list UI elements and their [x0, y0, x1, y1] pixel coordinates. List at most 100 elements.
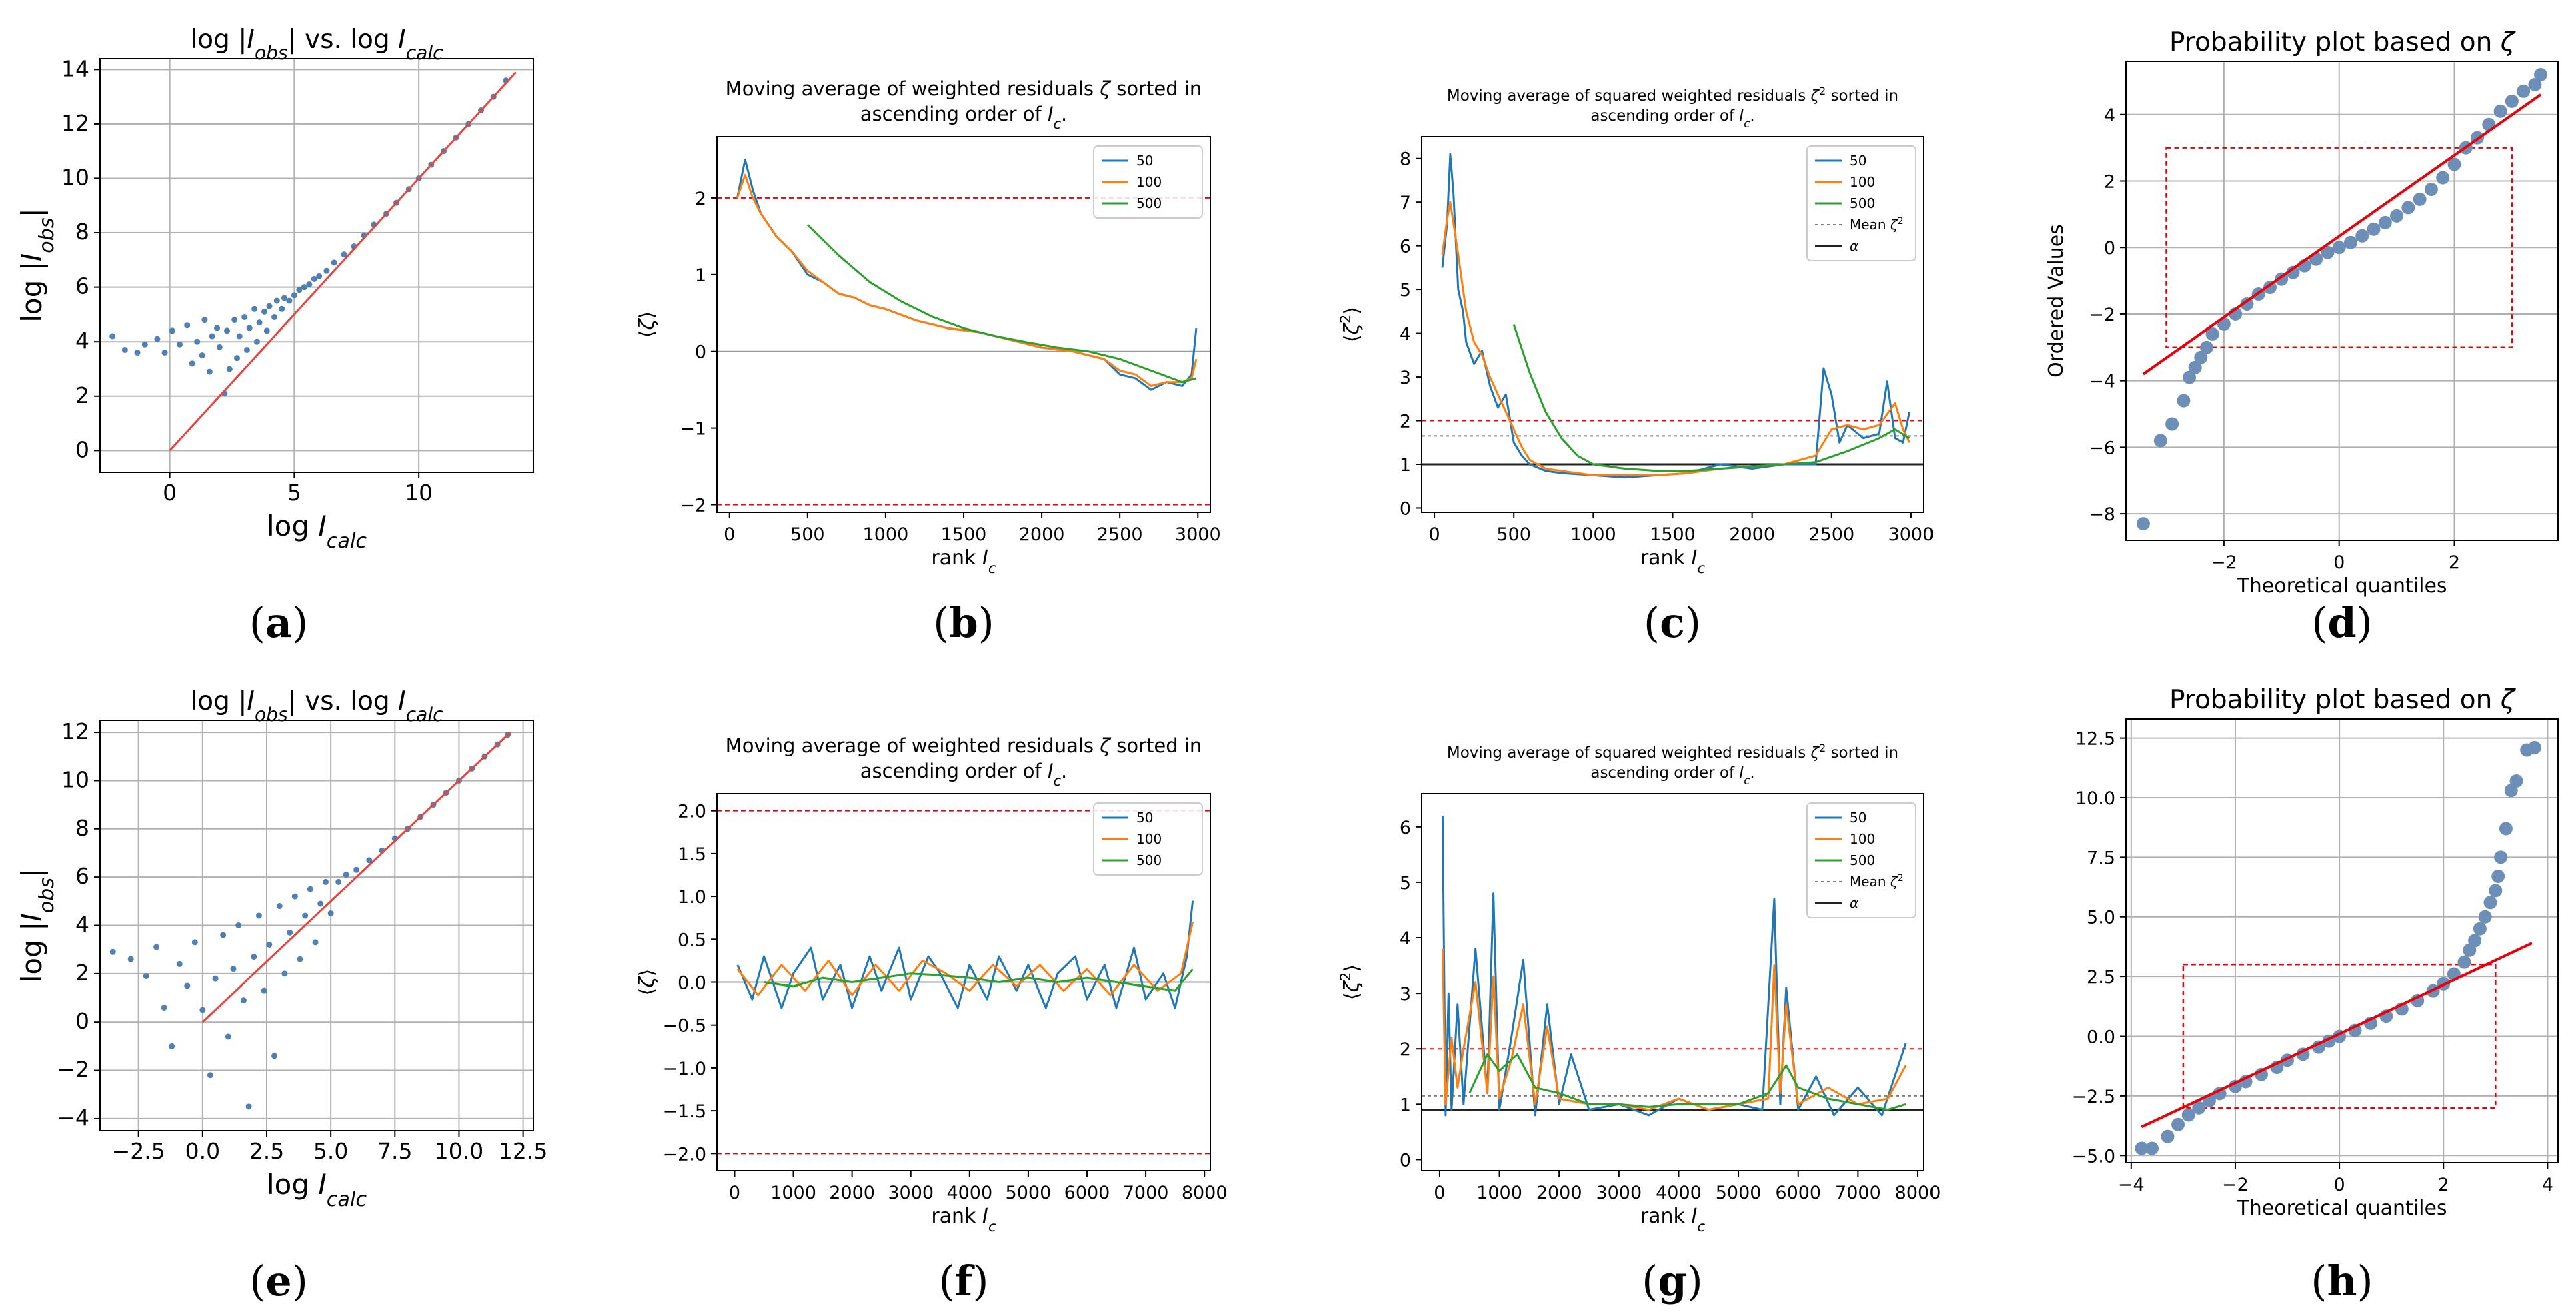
x-tick-label: 4000 [946, 1183, 992, 1203]
axes-frame [99, 58, 534, 473]
y-tick-label: 5 [1400, 873, 1411, 894]
data-point [216, 344, 223, 350]
fit-line [2141, 942, 2533, 1129]
data-point [256, 319, 263, 326]
chart-title-line: ascending order of Ic. [1590, 107, 1754, 130]
data-point [235, 922, 242, 928]
x-tick-label: −4 [2118, 1175, 2145, 1195]
y-tick-label: 3 [1400, 368, 1411, 388]
y-axis-label: Ordered Values [2045, 224, 2068, 378]
x-tick-label: 500 [790, 524, 825, 545]
x-tick-label: 7.5 [377, 1138, 412, 1164]
legend: 50 100 500 Mean ζ2 α [1806, 802, 1916, 918]
data-point [127, 956, 134, 962]
y-tick-label: 6 [1400, 818, 1411, 838]
x-tick-label: 3000 [1888, 524, 1935, 545]
y-tick-label: −1.5 [662, 1101, 706, 1122]
y-axis-label: ⟨ζ⟩ [635, 969, 659, 996]
x-tick-label: 4000 [1656, 1183, 1702, 1203]
data-point [307, 886, 313, 892]
data-point [273, 297, 280, 304]
x-axis-label: log Icalc [267, 510, 367, 553]
quantile-point [2493, 104, 2507, 118]
legend-label: 50 [1850, 810, 1866, 826]
x-tick-label: 3000 [888, 1183, 934, 1203]
data-point [121, 346, 128, 353]
data-point [161, 1005, 167, 1011]
quantile-point [2343, 235, 2357, 249]
panel-e: −2.5 0.0 2.5 5.0 7.5 10.0 12.5 −4 −2 0 2 4 6 8 10 12 log… [15, 686, 547, 1305]
data-point [194, 338, 201, 345]
x-tick-label: 5 [287, 480, 301, 506]
axes-frame [2125, 61, 2559, 541]
data-point [271, 1053, 278, 1059]
data-point [306, 281, 313, 288]
y-tick-label: 12 [61, 110, 89, 136]
panel-c: 0 500 1000 1500 2000 2500 3000 0 1 2 3 4 5 6 7 8 Moving … [1338, 85, 1934, 648]
y-tick-label: 0 [2104, 238, 2115, 259]
quantile-point [2194, 350, 2208, 364]
legend-label: Mean ζ2 [1850, 873, 1904, 890]
quantile-point [2321, 245, 2335, 259]
x-tick-label: 5000 [1006, 1183, 1052, 1203]
x-tick-label: 7000 [1123, 1183, 1169, 1203]
y-axis-label: log |Iobs| [15, 208, 59, 323]
identity-line [201, 731, 511, 1023]
quantile-point [2468, 934, 2482, 948]
series-line-500 [806, 224, 1197, 384]
y-tick-label: −1.0 [662, 1059, 706, 1079]
panel-h: −4 −2 0 2 4 −5.0 −2.5 0.0 2.5 5.0 7.5 10.0 12.5 Proba… [2071, 685, 2559, 1305]
y-tick-label: −8 [2089, 504, 2115, 525]
data-point [327, 910, 334, 916]
x-tick-label: 1000 [1570, 524, 1616, 545]
x-tick-label: 10 [405, 480, 433, 506]
data-point [176, 960, 183, 967]
x-tick-label: 6000 [1775, 1183, 1821, 1203]
quantile-point [2145, 1141, 2159, 1155]
data-point [323, 267, 330, 274]
x-tick-label: 4 [2542, 1175, 2553, 1195]
data-point [236, 333, 243, 340]
quantile-point [2153, 434, 2167, 448]
y-tick-label: 2.0 [678, 802, 706, 822]
threshold-box [2182, 964, 2497, 1109]
y-tick-label: 4 [1400, 928, 1411, 949]
y-tick-label: 1 [1400, 1095, 1411, 1115]
x-tick-label: 0 [729, 1183, 740, 1203]
plot-area-h [2135, 740, 2541, 1155]
data-point [261, 987, 267, 994]
y-tick-label: 8 [1400, 149, 1411, 170]
x-tick-label: 2000 [1729, 524, 1775, 545]
y-tick-label: −2 [680, 496, 706, 516]
legend-label: 50 [1136, 153, 1153, 169]
y-tick-label: −2.5 [2071, 1087, 2115, 1107]
quantile-point [2424, 182, 2438, 196]
data-point [266, 303, 273, 309]
x-axis-label: rank Ic [1640, 546, 1706, 577]
quantile-point [2177, 394, 2191, 408]
quantile-point [2528, 77, 2542, 91]
data-point [199, 1007, 206, 1013]
quantile-point [2311, 1040, 2325, 1054]
y-tick-label: 4 [2104, 105, 2115, 126]
y-tick-label: 0 [695, 342, 706, 363]
x-axis-label: rank Ic [931, 1205, 996, 1235]
data-point [335, 878, 342, 885]
x-tick-label: 0 [2334, 1175, 2345, 1195]
legend-label: 500 [1850, 852, 1875, 868]
panel-f: 0 1000 2000 3000 4000 5000 6000 7000 8000 −2.0 −1.… [635, 734, 1228, 1305]
y-tick-label: 12.5 [2075, 729, 2115, 750]
data-point [261, 308, 268, 315]
data-point [302, 912, 309, 919]
axes-frame [1421, 136, 1924, 513]
data-point [246, 325, 253, 332]
data-point [253, 338, 260, 345]
legend-label: 500 [1850, 195, 1875, 211]
x-tick-label: 3000 [1596, 1183, 1642, 1203]
subfigure-label: (d) [2311, 598, 2373, 647]
y-tick-label: 6 [75, 273, 89, 299]
quantile-point [2411, 993, 2425, 1007]
chart-title-line: Moving average of squared weighted resid… [1447, 85, 1898, 105]
legend: 50 100 500 [1093, 802, 1203, 876]
